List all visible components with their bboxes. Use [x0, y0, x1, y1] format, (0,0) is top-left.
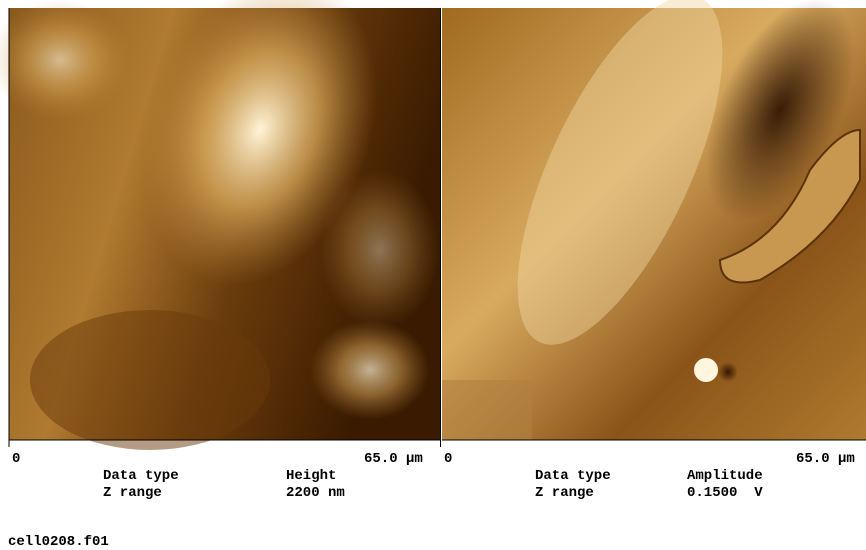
- data-type: Amplitude: [687, 468, 763, 484]
- height-image: [0, 0, 440, 450]
- filename: cell0208.f01: [8, 534, 109, 550]
- axis-start: 0: [444, 451, 452, 467]
- axis-start: 0: [12, 451, 20, 467]
- z-range-label: Z range: [103, 485, 162, 501]
- data-type: Height: [286, 468, 336, 484]
- z-range: 2200 nm: [286, 485, 345, 501]
- axis-end: 65.0 µm: [364, 451, 423, 467]
- afm-screen: 0 65.0 µm Data type Height Z range 2200 …: [0, 0, 866, 550]
- amplitude-image: [442, 0, 866, 440]
- data-type-label: Data type: [103, 468, 179, 484]
- z-range: 0.1500 V: [687, 485, 763, 501]
- data-type-label: Data type: [535, 468, 611, 484]
- z-range-label: Z range: [535, 485, 594, 501]
- axis-end: 65.0 µm: [796, 451, 855, 467]
